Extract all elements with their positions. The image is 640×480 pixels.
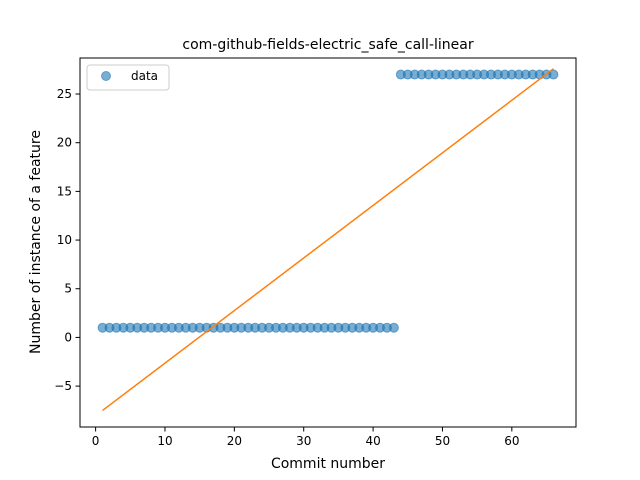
plot-area [97, 68, 559, 412]
legend-label-data: data [131, 69, 158, 83]
legend-marker-data [101, 71, 111, 81]
x-axis-label: Commit number [271, 456, 385, 472]
y-axis: −5 0 5 10 15 20 25 [54, 87, 80, 393]
y-tick-label: −5 [54, 379, 72, 393]
x-axis: 0 10 20 30 40 50 60 [92, 427, 519, 448]
x-tick-label: 60 [504, 434, 519, 448]
y-tick-label: 15 [57, 184, 72, 198]
y-tick-label: 5 [64, 282, 72, 296]
plot-frame [79, 57, 577, 428]
x-tick-label: 0 [92, 434, 100, 448]
data-point [388, 322, 399, 333]
y-tick-label: 25 [57, 87, 72, 101]
x-tick-label: 50 [435, 434, 450, 448]
x-tick-label: 40 [365, 434, 380, 448]
legend: data [86, 64, 170, 91]
x-tick-label: 30 [296, 434, 311, 448]
fit-line [102, 68, 554, 412]
x-tick-label: 20 [227, 434, 242, 448]
y-tick-label: 10 [57, 233, 72, 247]
chart-title: com-github-fields-electric_safe_call-lin… [182, 37, 473, 53]
y-tick-label: 0 [64, 330, 72, 344]
data-point [548, 69, 559, 80]
y-tick-label: 20 [57, 136, 72, 150]
y-axis-label: Number of instance of a feature [28, 130, 44, 354]
x-tick-label: 10 [157, 434, 172, 448]
